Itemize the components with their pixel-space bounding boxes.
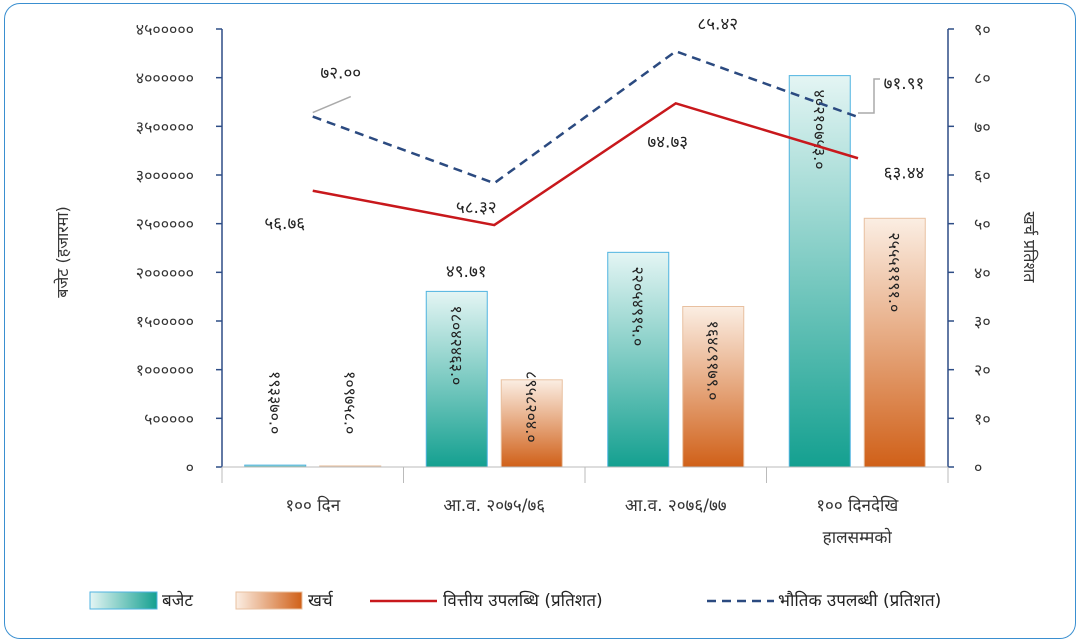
x-tick-label: आ.व. २०७६/७७: [625, 496, 727, 516]
y-tick-label: ४५०००००: [136, 20, 194, 39]
legend-label-physical: भौतिक उपलब्धी (प्रतिशत): [778, 590, 941, 611]
y2-axis-title: खर्च प्रतिशत: [1020, 212, 1039, 284]
y2-tick-label: ३०: [974, 312, 991, 331]
y-tick-label: १००००००: [136, 361, 194, 380]
y2-tick-label: २०: [974, 361, 991, 380]
y2-tick-label: ०: [974, 458, 982, 477]
bar-expense-label: २५५५११९१.०: [885, 232, 904, 312]
bar-budget-label: २२०५४९१५.०: [628, 266, 647, 346]
legend-label-expense: खर्च: [308, 590, 334, 611]
bar-expense-label: १६४८९१७९.०: [703, 321, 722, 401]
y2-tick-label: १०: [974, 409, 991, 428]
right-axis: ० १० २० ३० ४० ५० ६० ७० ८० ९०: [947, 20, 991, 477]
bar-expense-label: १०९७५८.०: [340, 371, 359, 434]
line-financial: [312, 101, 859, 227]
physical-point-label: ८५.४२: [697, 14, 738, 34]
bar-budget-label: १९३३७०.०: [265, 371, 284, 434]
y-axis-title: बजेट (हजारमा): [53, 206, 72, 297]
financial-point-label: ५६.७६: [264, 214, 305, 234]
legend-label-financial: वित्तीय उपलब्धि (प्रतिशत): [443, 590, 603, 611]
y-tick-label: २००००००: [136, 263, 194, 282]
bar-budget-label: ४०२१०७५३.०: [810, 90, 829, 170]
legend-swatch-expense: [235, 591, 303, 610]
bar-expense: [500, 379, 563, 468]
bar-budget: [607, 251, 670, 468]
legend-label-budget: बजेट: [162, 590, 193, 611]
category-labels: १०० दिन आ.व. २०७५/७६ आ.व. २०७६/७७ १०० दिनदे…: [221, 466, 949, 548]
financial-point-label: ६३.४४: [884, 163, 925, 183]
financial-point-label: ४९.७१: [446, 262, 487, 282]
bar-budget-label: १८०४२४६३.०: [447, 305, 466, 385]
physical-point-label: ५८.३२: [456, 198, 497, 218]
y-tick-label: १५०००००: [136, 312, 194, 331]
y2-tick-label: ८०: [974, 69, 991, 88]
leader-line: [858, 78, 880, 114]
y2-tick-label: ५०: [974, 215, 991, 234]
y2-tick-label: ७०: [974, 117, 991, 136]
line-physical: [312, 49, 859, 185]
y-tick-label: ३००००००: [136, 166, 194, 185]
bars: १९३३७०.० १०९७५८.० १८०४२४६३.० ८९५८२०४.० २२०५४…: [244, 75, 926, 468]
financial-point-label: ७४.७३: [647, 132, 688, 152]
y-tick-label: ०: [186, 458, 194, 477]
leader-line: [312, 95, 352, 114]
legend-swatch-budget: [89, 591, 158, 610]
x-tick-label-line2: हालसम्मको: [823, 527, 893, 548]
lines: ५६.७६ ४९.७१ ७४.७३ ६३.४४ ७२.०० ५८.३२ ८५.४२ ७१.९१: [264, 14, 924, 282]
left-axis: ० ५००००० १०००००० १५००००० २०००००० २५००००० ३००००…: [136, 20, 223, 477]
bar-expense-label: ८९५८२०४.०: [522, 371, 541, 443]
x-tick-label: आ.व. २०७५/७६: [443, 496, 545, 516]
x-tick-label: १०० दिन: [285, 495, 340, 516]
y-tick-label: २५०००००: [136, 215, 194, 234]
x-tick-label: १०० दिनदेखि: [816, 495, 899, 516]
legend: बजेट खर्च वित्तीय उपलब्धि (प्रतिशत) भौति…: [89, 590, 941, 611]
bar-expense: [863, 217, 926, 468]
y2-tick-label: ९०: [974, 20, 991, 39]
bar-budget: [425, 290, 488, 468]
y-tick-label: ५०००००: [144, 409, 194, 428]
physical-point-label: ७२.००: [320, 64, 361, 84]
y2-tick-label: ६०: [974, 166, 991, 185]
y-tick-label: ४००००००: [136, 69, 194, 88]
y-tick-label: ३५०००००: [136, 117, 194, 136]
physical-point-label: ७१.९१: [884, 74, 925, 94]
y2-tick-label: ४०: [974, 263, 991, 282]
